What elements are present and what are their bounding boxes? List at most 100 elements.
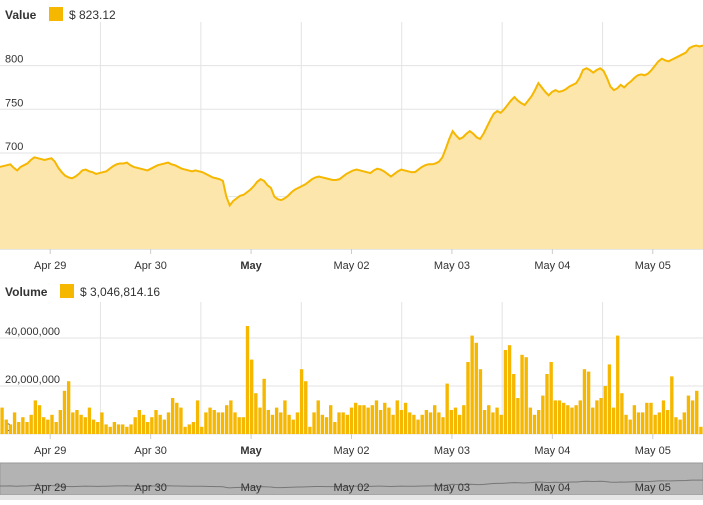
volume-bar	[503, 350, 508, 434]
volume-x-tick-label: Apr 29	[34, 445, 66, 457]
volume-bar	[670, 376, 674, 434]
volume-bar	[591, 407, 595, 434]
volume-bar	[641, 412, 645, 434]
volume-bar	[254, 393, 258, 434]
volume-bar	[374, 400, 379, 434]
volume-bar	[391, 414, 395, 434]
volume-x-tick-label: May	[240, 445, 262, 457]
volume-bar	[225, 405, 229, 434]
volume-bar	[50, 414, 54, 434]
volume-bar	[337, 412, 341, 434]
volume-bar	[403, 402, 408, 434]
volume-bar	[62, 390, 67, 434]
volume-bar	[121, 424, 125, 434]
volume-bar	[145, 422, 150, 434]
volume-bar	[162, 419, 166, 434]
navigator-track[interactable]	[0, 462, 703, 496]
volume-bar	[566, 405, 570, 434]
volume-bar	[424, 410, 429, 434]
volume-bar	[695, 390, 699, 434]
volume-bar	[304, 381, 308, 434]
volume-bar	[262, 378, 266, 434]
volume-bar	[412, 414, 416, 434]
volume-y-tick-label: 0	[5, 422, 11, 434]
volume-bar	[170, 398, 175, 434]
volume-bar	[96, 422, 100, 434]
volume-y-axis: 0 20,000,000 40,000,000	[5, 326, 60, 434]
volume-bar	[29, 414, 33, 434]
volume-bar	[17, 422, 21, 434]
price-line	[0, 44, 703, 208]
navigator-scrollbar[interactable]	[0, 495, 703, 500]
price-legend-swatch	[49, 7, 63, 21]
volume-bar	[141, 414, 146, 434]
volume-legend-value: $ 3,046,814.16	[80, 285, 160, 299]
volume-bar	[674, 417, 678, 434]
volume-bar	[87, 407, 92, 434]
volume-bar	[520, 354, 524, 434]
volume-x-tick-label: May 02	[333, 445, 369, 457]
volume-bar	[21, 417, 25, 434]
volume-bar	[295, 412, 300, 434]
volume-bar	[441, 417, 445, 434]
volume-bar	[166, 412, 171, 434]
volume-bar	[649, 402, 653, 434]
volume-bar	[241, 417, 246, 434]
volume-bar	[620, 393, 624, 434]
volume-bar	[37, 405, 42, 434]
volume-bar	[378, 410, 383, 434]
volume-bar	[33, 400, 38, 434]
volume-y-tick-label: 20,000,000	[5, 374, 60, 386]
volume-bar	[125, 426, 129, 434]
volume-bar	[557, 400, 562, 434]
volume-bar	[345, 414, 350, 434]
volume-bar	[586, 371, 591, 434]
volume-bar	[699, 426, 703, 434]
volume-bar	[553, 400, 558, 434]
volume-bar	[537, 410, 541, 434]
volume-bar	[370, 405, 374, 434]
volume-bar	[116, 424, 121, 434]
volume-bar	[541, 395, 545, 434]
volume-bar	[12, 412, 17, 434]
volume-bar	[237, 417, 241, 434]
volume-bar	[54, 422, 58, 434]
volume-bar	[191, 422, 196, 434]
volume-x-tick-label: Apr 30	[134, 445, 166, 457]
volume-bar	[470, 335, 474, 434]
volume-bar	[645, 402, 649, 434]
volume-bar	[512, 374, 516, 434]
volume-bar	[466, 362, 470, 434]
volume-bar	[516, 398, 520, 434]
volume-bar	[449, 410, 454, 434]
volume-panel-label: Volume	[5, 285, 48, 299]
volume-bar	[603, 386, 607, 434]
volume-bar	[653, 414, 657, 434]
volume-bar	[561, 402, 566, 434]
price-panel-label: Value	[5, 8, 37, 22]
volume-bar	[507, 345, 512, 434]
volume-bar	[453, 407, 458, 434]
volume-bar	[457, 414, 462, 434]
volume-bar	[532, 414, 537, 434]
volume-bars	[0, 326, 703, 434]
volume-bar	[574, 405, 578, 434]
volume-bar	[474, 342, 478, 434]
volume-bar	[220, 412, 225, 434]
volume-bar	[482, 410, 487, 434]
volume-bar	[133, 417, 137, 434]
price-area	[0, 45, 703, 249]
volume-bar	[4, 419, 8, 434]
volume-bar	[175, 402, 179, 434]
volume-bar	[200, 426, 204, 434]
volume-bar	[495, 407, 499, 434]
volume-bar	[478, 369, 483, 434]
volume-bar	[433, 405, 437, 434]
volume-bar	[487, 405, 491, 434]
volume-bar	[208, 407, 212, 434]
volume-bar	[416, 419, 420, 434]
volume-bar	[349, 407, 354, 434]
price-legend-value: $ 823.12	[69, 8, 116, 22]
navigator-label: May	[241, 482, 262, 494]
volume-bar	[91, 419, 96, 434]
